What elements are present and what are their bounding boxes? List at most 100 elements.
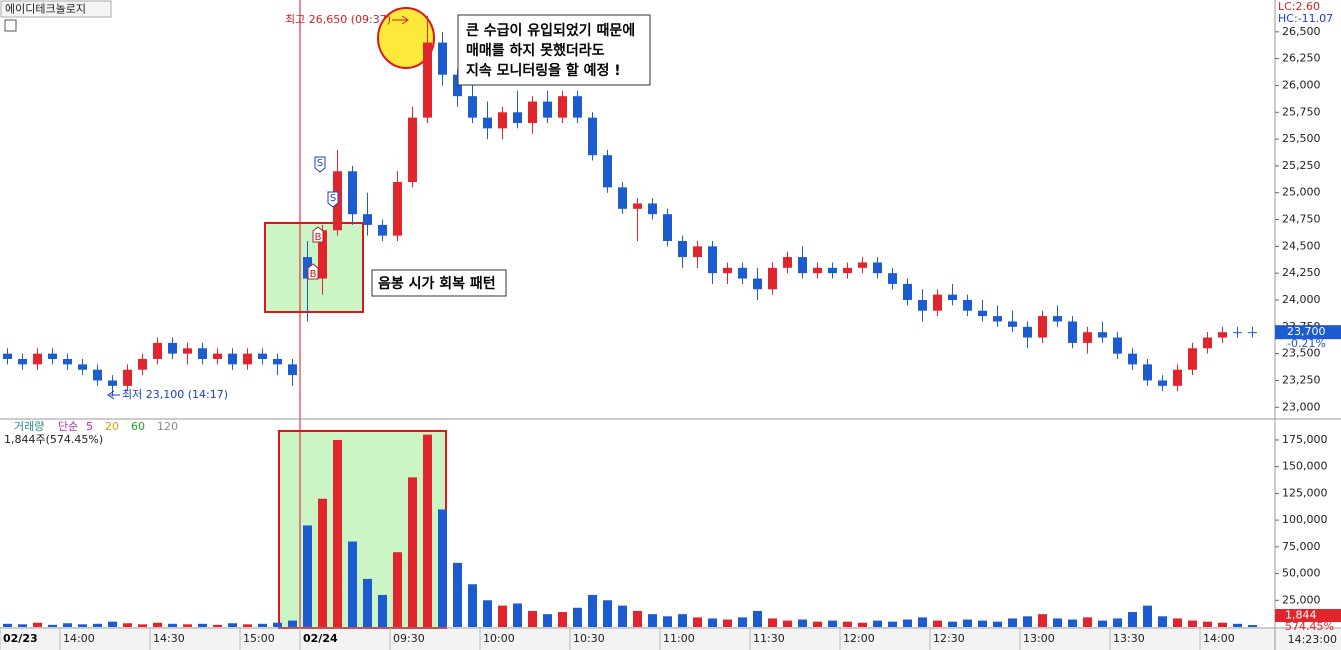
candle-body [858,262,867,268]
volume-bar [213,624,222,627]
volume-bar [393,552,402,627]
volume-bar [888,621,897,627]
volume-bar [678,614,687,627]
volume-bar [708,618,717,627]
signal-label: B [315,232,322,243]
volume-bar [768,618,777,627]
volume-bar [108,621,117,627]
x-tick-label: 13:00 [1023,632,1055,645]
volume-bar [513,603,522,627]
candle-body [483,117,492,129]
volume-bar [1128,612,1137,627]
note-line: 지속 모니터링을 할 예정 ! [466,62,621,79]
candle-body [243,353,252,365]
candle-body [828,267,837,274]
volume-bar [798,619,807,627]
candle-body [153,342,162,359]
candle-body [1053,316,1062,322]
pattern-box [371,269,507,297]
volume-bar [753,610,762,627]
volume-bar [693,617,702,627]
candle-body [183,348,192,354]
y-tick-label: 23,500 [1282,347,1321,360]
volume-bar [333,439,342,627]
candle-body [138,359,147,370]
volume-bar [618,605,627,627]
candle-body [993,316,1002,322]
volume-bar [903,619,912,627]
volume-bar [603,600,612,627]
candle-body [228,353,237,365]
note-line: 매매를 하지 못했더라도 [466,42,605,59]
candle-body [573,96,582,118]
candle-body [33,353,42,365]
volume-bar [873,620,882,627]
y-tick-label: 25,000 [1282,186,1321,199]
volume-bar [3,623,12,627]
x-tick-label: 11:00 [663,632,695,645]
candle-body [3,353,12,359]
volume-bar [558,612,567,627]
volume-bar [738,617,747,627]
note-box [457,14,651,86]
y-tick-label: 100,000 [1282,513,1328,526]
candle-body [1008,321,1017,327]
y-tick-label: 50,000 [1282,567,1321,580]
volume-bar [348,541,357,627]
candle-body [123,369,132,386]
y-tick-label: 23,250 [1282,373,1321,386]
change-label: -0.21% [1287,337,1326,350]
x-tick-label: 09:30 [393,632,425,645]
x-tick-label: 15:00 [243,632,275,645]
candle-body [363,214,372,225]
candle-body [348,171,357,215]
signal-label: S [317,158,323,169]
pattern-label: 음봉 시가 회복 패턴 [378,275,496,292]
candle-body [648,203,657,215]
x-tick-label: 12:30 [933,632,965,645]
candle-body [78,364,87,370]
candle-body [1038,316,1047,338]
hc-label: HC:-11.07 [1278,12,1333,25]
x-tick-label: 10:00 [483,632,515,645]
volume-bar [933,620,942,627]
volume-bar [423,434,432,627]
y-tick-label: 26,250 [1282,52,1321,65]
grid-icon[interactable] [4,19,17,32]
volume-bar [783,620,792,627]
y-tick-label: 25,000 [1282,593,1321,606]
candle-body [888,273,897,284]
candle-body [783,257,792,268]
candle-body [513,112,522,123]
arrow-head [401,15,409,25]
signal-label: B [310,269,317,280]
volume-subtitle: 1,844주(574.45%) [4,433,103,446]
volume-bar [408,477,417,627]
volume-bar [1173,618,1182,627]
x-tick-label: 12:00 [843,632,875,645]
volume-bar [63,623,72,627]
candle-body [753,278,762,290]
candle-body [543,101,552,118]
volume-bar [168,623,177,627]
volume-bar [48,624,57,627]
volume-bar [813,621,822,627]
highlight-circle [377,7,435,69]
volume-bar [1248,625,1257,627]
legend-ma: 120 [157,420,178,433]
volume-bar [258,623,267,627]
candle-body [423,42,432,118]
volume-bar [183,624,192,627]
candle-body [633,203,642,209]
arrow-head [107,390,115,400]
candle-body [528,101,537,123]
volume-bar [288,620,297,627]
y-tick-label: 25,250 [1282,159,1321,172]
volume-bar [543,614,552,627]
candle-body [723,267,732,274]
signal: B [307,263,319,280]
title-box [0,0,112,18]
candle-body [873,262,882,274]
candle-body [708,246,717,274]
